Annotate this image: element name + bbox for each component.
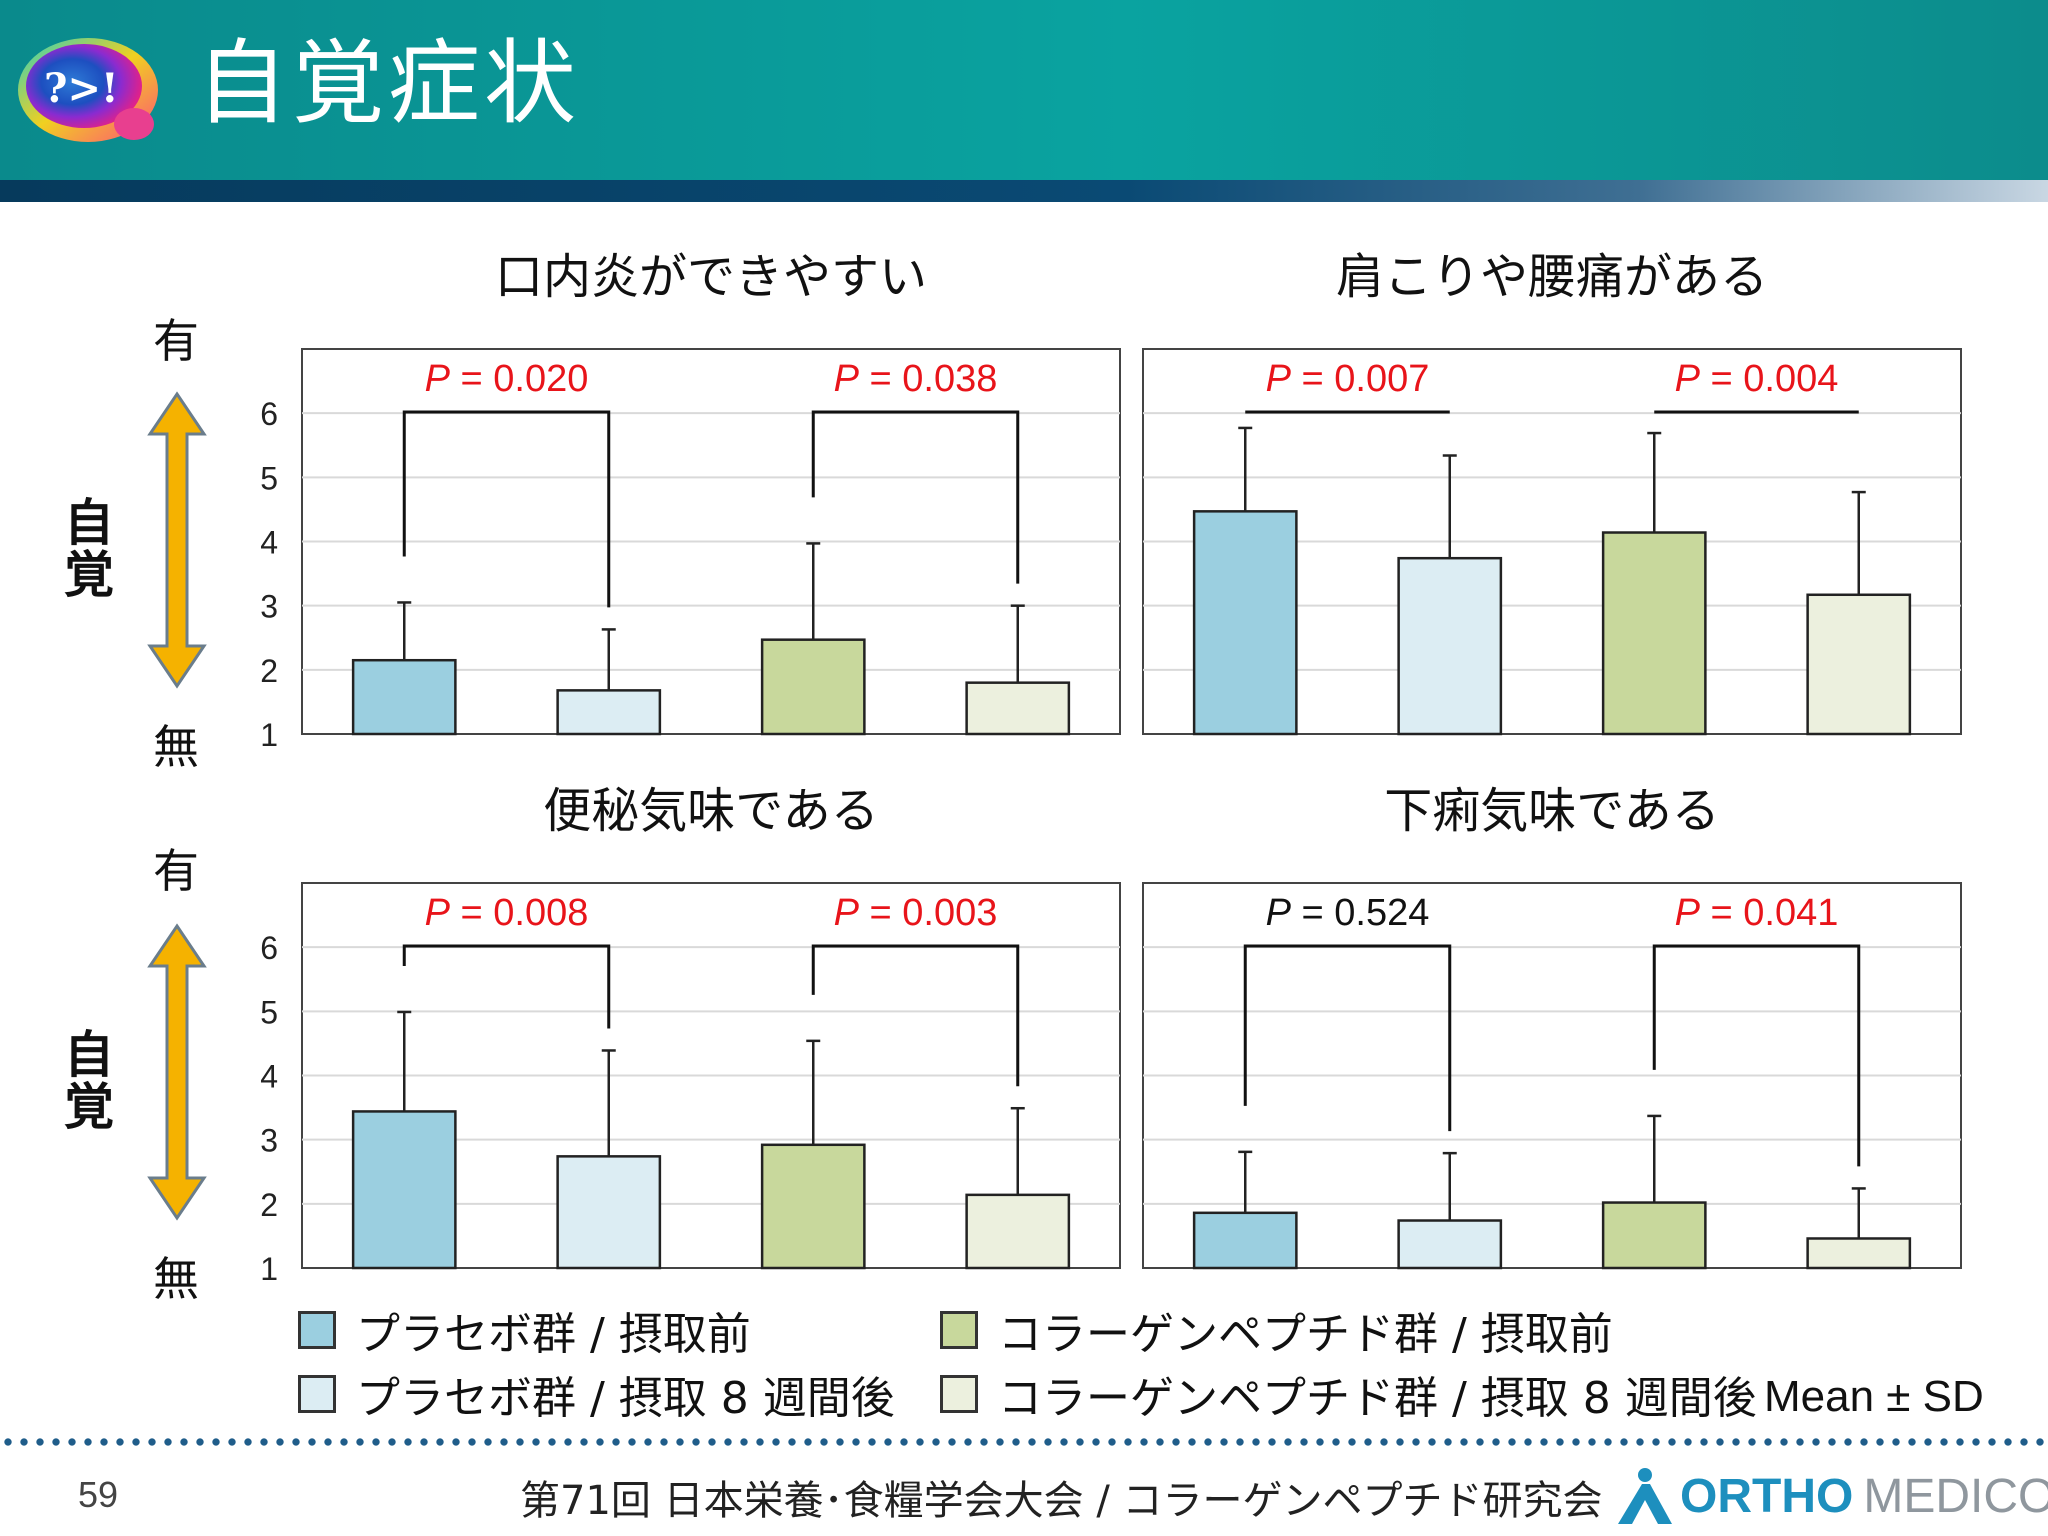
y-tick-label: 5 [260, 994, 278, 1030]
bar-stomatitis-2 [556, 689, 662, 736]
brand-logo: ORTHO MEDICO [1612, 1466, 2048, 1526]
chart-title-stiff-shoulder: 肩こりや腰痛がある [1336, 249, 1768, 305]
y-tick-label: 5 [260, 460, 278, 496]
legend-swatch [940, 1375, 978, 1413]
legend-swatch [298, 1375, 336, 1413]
bar-diarrhea-4 [1806, 1237, 1912, 1270]
bar-stomatitis-4 [965, 681, 1071, 736]
brain-logo-icon: ?>! [18, 38, 158, 142]
significance-bracket [811, 944, 1020, 1087]
y-tick-label: 3 [260, 589, 278, 625]
have-label-top: 有 [153, 314, 199, 368]
p-value-label: P = 0.008 [425, 892, 589, 934]
significance-bracket [402, 944, 611, 1029]
bar-constipation-3 [760, 1143, 866, 1270]
chart-area: 口内炎ができやすい 1 2 3 4 5 6 P = 0.020 P = 0.038 肩こりや腰痛が… [260, 249, 1962, 1287]
bar-stiff-shoulder-1 [1192, 510, 1298, 736]
significance-bracket [1243, 944, 1452, 1132]
none-label-bottom: 無 [153, 1252, 199, 1306]
legend-item-collagen-after: コラーゲンペプチド群 / 摂取 8 週間後 [940, 1362, 1757, 1426]
legend-label: コラーゲンペプチド群 / 摂取 8 週間後 [998, 1373, 1757, 1424]
bar-stomatitis-1 [351, 658, 457, 736]
bar-stiff-shoulder-3 [1601, 531, 1707, 736]
p-value-label: P = 0.003 [834, 892, 998, 934]
legend-label: プラセボ群 / 摂取 8 週間後 [356, 1373, 895, 1424]
significance-bracket [1652, 944, 1861, 1167]
bar-diarrhea-1 [1192, 1211, 1298, 1270]
title-bar: ?>! 自覚症状 [0, 0, 2048, 180]
chart-title-constipation: 便秘気味である [543, 783, 879, 839]
awareness-arrow-bottom-icon [147, 923, 207, 1221]
y-tick-label: 6 [260, 396, 278, 432]
p-value-label: P = 0.020 [425, 358, 589, 400]
dotted-divider [0, 1438, 2048, 1446]
bar-constipation-2 [556, 1155, 662, 1270]
legend-item-placebo-after: プラセボ群 / 摂取 8 週間後 [298, 1362, 895, 1426]
header-accent-strip [0, 180, 2048, 202]
p-value-label: P = 0.004 [1675, 358, 1839, 400]
have-label-bottom: 有 [153, 844, 199, 898]
awareness-label-top: 自覚 [56, 496, 114, 600]
y-tick-label: 4 [260, 1059, 278, 1095]
legend-label: コラーゲンペプチド群 / 摂取前 [998, 1309, 1613, 1360]
awareness-arrow-top-icon [147, 391, 207, 689]
person-mark-icon [1618, 1468, 1672, 1524]
brand-medico: MEDICO [1863, 1469, 2048, 1523]
y-tick-label: 4 [260, 525, 278, 561]
legend-item-placebo-before: プラセボ群 / 摂取前 [298, 1298, 751, 1362]
mean-sd-note: Mean ± SD [1764, 1372, 1984, 1421]
legend-item-collagen-before: コラーゲンペプチド群 / 摂取前 [940, 1298, 1613, 1362]
y-tick-label: 2 [260, 1187, 278, 1223]
y-tick-label: 3 [260, 1123, 278, 1159]
p-value-label: P = 0.041 [1675, 892, 1839, 934]
legend-swatch [298, 1311, 336, 1349]
conference-text: 第71回 日本栄養･食糧学会大会 / コラーゲンペプチド研究会 [520, 1478, 1603, 1524]
legend-label: プラセボ群 / 摂取前 [356, 1309, 751, 1360]
chart-title-diarrhea: 下痢気味である [1384, 783, 1720, 839]
none-label-top: 無 [153, 720, 199, 774]
page-number: 59 [78, 1474, 119, 1515]
bar-constipation-1 [351, 1110, 457, 1270]
logo-text: ?>! [44, 65, 119, 112]
bar-diarrhea-2 [1397, 1219, 1503, 1270]
p-value-label: P = 0.524 [1266, 892, 1430, 934]
bar-stiff-shoulder-4 [1806, 593, 1912, 736]
bar-diarrhea-3 [1601, 1201, 1707, 1270]
awareness-label-bottom: 自覚 [56, 1028, 114, 1132]
bar-stomatitis-3 [760, 638, 866, 736]
y-tick-label: 1 [260, 717, 278, 753]
chart-title-stomatitis: 口内炎ができやすい [495, 249, 927, 305]
bar-constipation-4 [965, 1193, 1071, 1270]
significance-bracket [402, 410, 611, 608]
y-tick-label: 1 [260, 1251, 278, 1287]
bar-stiff-shoulder-2 [1397, 556, 1503, 736]
legend-swatch [940, 1311, 978, 1349]
brand-ortho: ORTHO [1680, 1469, 1854, 1523]
p-value-label: P = 0.038 [834, 358, 998, 400]
p-value-label: P = 0.007 [1266, 358, 1430, 400]
page-title: 自覚症状 [196, 30, 581, 137]
significance-bracket [811, 410, 1020, 584]
y-tick-label: 2 [260, 653, 278, 689]
y-tick-label: 6 [260, 930, 278, 966]
